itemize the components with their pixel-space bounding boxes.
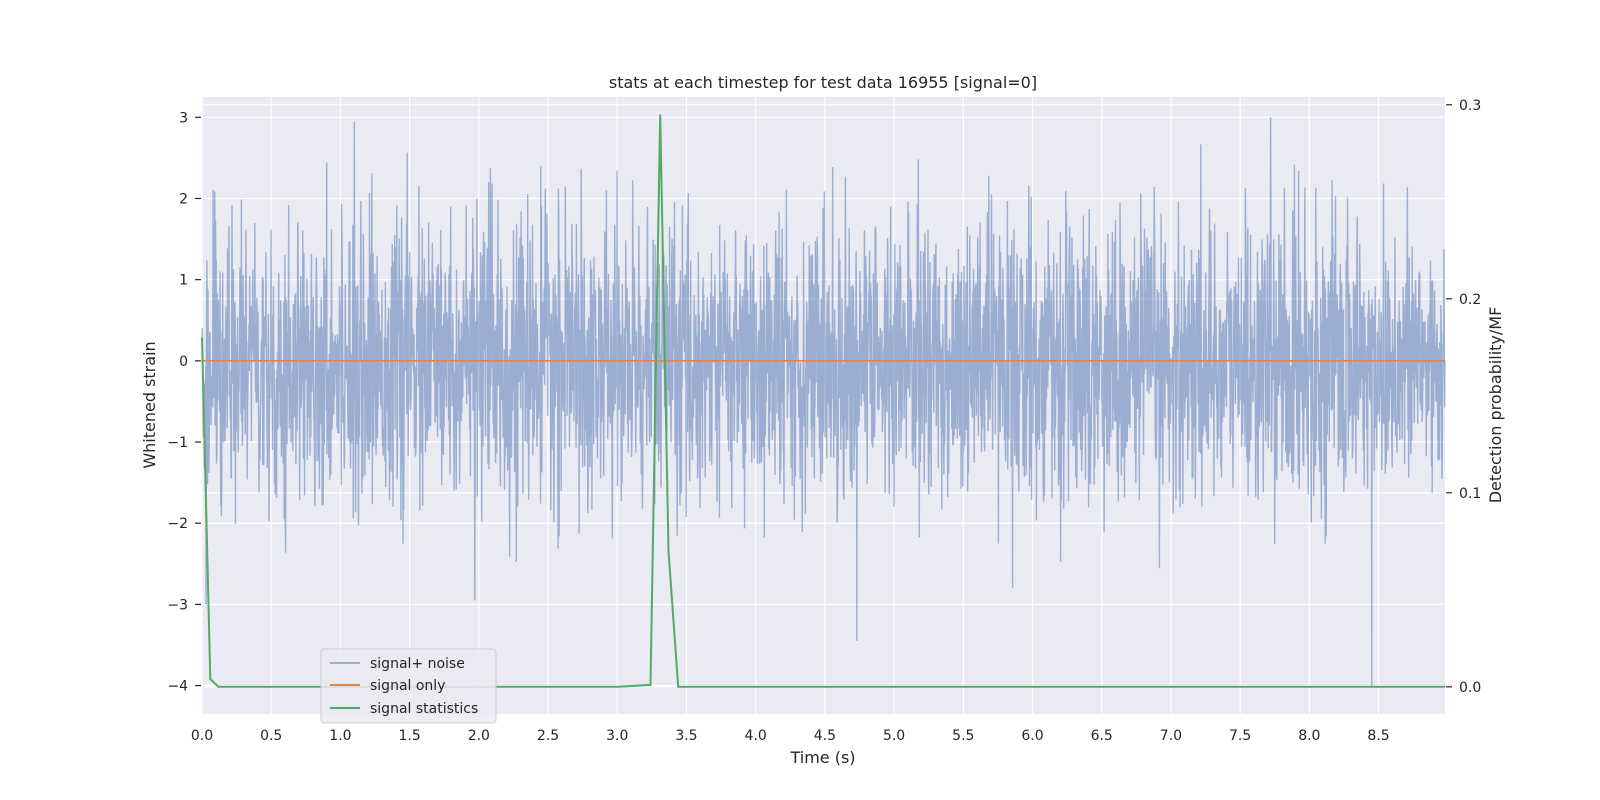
y-tick-label: −1 <box>167 435 188 451</box>
y-tick-label: −4 <box>167 679 188 695</box>
x-tick-label: 7.0 <box>1160 728 1182 744</box>
y2-tick-label: 0.0 <box>1459 680 1481 696</box>
chart-title: stats at each timestep for test data 169… <box>609 73 1037 92</box>
x-tick-label: 8.0 <box>1298 728 1320 744</box>
legend-label-signal-only: signal only <box>370 678 445 694</box>
x-tick-label: 6.0 <box>1021 728 1043 744</box>
series-signal-statistics <box>201 114 1445 688</box>
y2-tick-label: 0.1 <box>1459 486 1481 502</box>
y-tick-label: 1 <box>179 273 188 289</box>
x-tick-label: 5.5 <box>952 728 974 744</box>
y-tick-label: 3 <box>179 110 188 126</box>
y2-tick-label: 0.3 <box>1459 98 1481 114</box>
x-tick-label: 2.5 <box>537 728 559 744</box>
x-tick-label: 4.0 <box>745 728 767 744</box>
x-tick-label: 3.0 <box>606 728 628 744</box>
line-signal-noise <box>201 117 1446 686</box>
legend-box <box>320 648 497 724</box>
x-tick-label: 7.5 <box>1229 728 1251 744</box>
y-tick-label: −2 <box>167 516 188 532</box>
y-tick-label: 0 <box>179 354 188 370</box>
x-tick-label: 0.0 <box>191 728 213 744</box>
y-axis-label: Whitened strain <box>140 341 159 468</box>
y2-axis-label: Detection probability/MF <box>1486 307 1505 504</box>
y-tick-label: −3 <box>167 597 188 613</box>
x-tick-label: 4.5 <box>814 728 836 744</box>
legend-label-signal-statistics: signal statistics <box>370 701 478 717</box>
x-tick-label: 1.5 <box>398 728 420 744</box>
x-tick-label: 2.0 <box>468 728 490 744</box>
x-axis-label: Time (s) <box>789 748 855 767</box>
legend-label-signal-noise: signal+ noise <box>370 656 465 672</box>
y-tick-label: 2 <box>179 191 188 207</box>
x-tick-label: 1.0 <box>329 728 351 744</box>
y2-axis-ticks: 0.0 0.1 0.2 0.3 <box>1446 98 1481 696</box>
x-axis-ticks: 0.0 0.5 1.0 1.5 2.0 2.5 3.0 3.5 4.0 4.5 5.0 5.5 6.0 6… <box>191 728 1390 744</box>
x-tick-label: 8.5 <box>1367 728 1389 744</box>
y-axis-ticks: −4 −3 −2 −1 0 1 2 3 <box>167 110 201 695</box>
line-signal-statistics <box>201 114 1445 688</box>
x-tick-label: 0.5 <box>260 728 282 744</box>
x-tick-label: 5.0 <box>883 728 905 744</box>
y2-tick-label: 0.2 <box>1459 292 1481 308</box>
x-tick-label: 6.5 <box>1091 728 1113 744</box>
legend: signal+ noise signal only signal statist… <box>320 648 497 724</box>
x-tick-label: 3.5 <box>675 728 697 744</box>
series-signal-noise <box>201 117 1446 686</box>
